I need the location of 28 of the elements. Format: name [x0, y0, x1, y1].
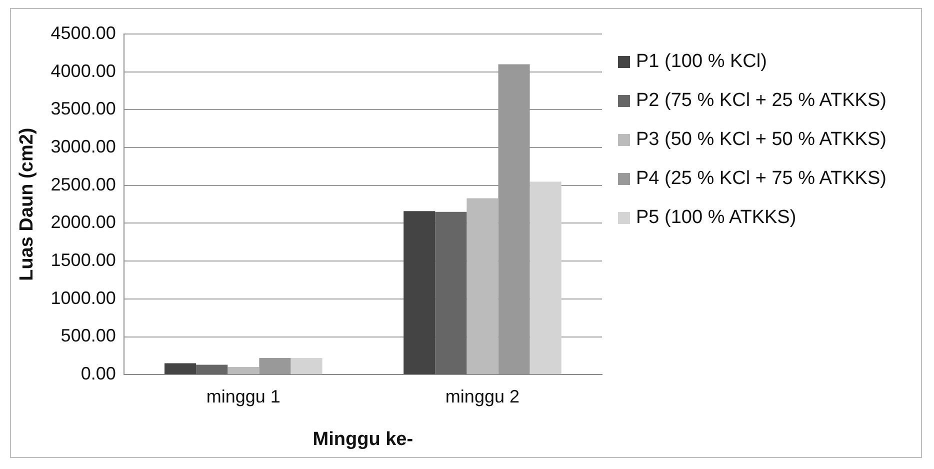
y-tick-label: 2000.00	[50, 212, 116, 232]
legend-label: P1 (100 % KCl)	[636, 50, 767, 73]
bar	[435, 212, 467, 374]
x-tick-label: minggu 1	[206, 386, 280, 406]
bar	[530, 182, 562, 374]
y-tick-label: 3500.00	[50, 98, 116, 119]
bar	[259, 358, 291, 374]
y-tick-label: 0.00	[80, 364, 116, 384]
y-tick-label: 1000.00	[50, 288, 116, 308]
bar	[290, 358, 322, 374]
legend-label: P5 (100 % ATKKS)	[636, 206, 796, 229]
y-axis-title: Luas Daun (cm2)	[16, 128, 38, 281]
bar	[404, 211, 436, 374]
y-tick-label: 2500.00	[50, 174, 116, 194]
y-tick-label: 4000.00	[50, 60, 116, 81]
x-axis-title: Minggu ke-	[312, 428, 414, 450]
y-tick-label: 500.00	[60, 326, 116, 346]
y-tick-label: 4500.00	[50, 22, 116, 43]
bar	[466, 198, 498, 374]
bar	[196, 364, 228, 374]
bar	[164, 363, 196, 374]
legend-label: P3 (50 % KCl + 50 % ATKKS)	[636, 128, 886, 151]
legend-label: P4 (25 % KCl + 75 % ATKKS)	[636, 167, 886, 190]
legend-label: P2 (75 % KCl + 25 % ATKKS)	[636, 89, 886, 112]
bar	[228, 367, 260, 374]
x-tick-label: minggu 2	[445, 386, 520, 406]
y-tick-label: 1500.00	[50, 250, 116, 270]
y-tick-label: 3000.00	[50, 136, 116, 156]
